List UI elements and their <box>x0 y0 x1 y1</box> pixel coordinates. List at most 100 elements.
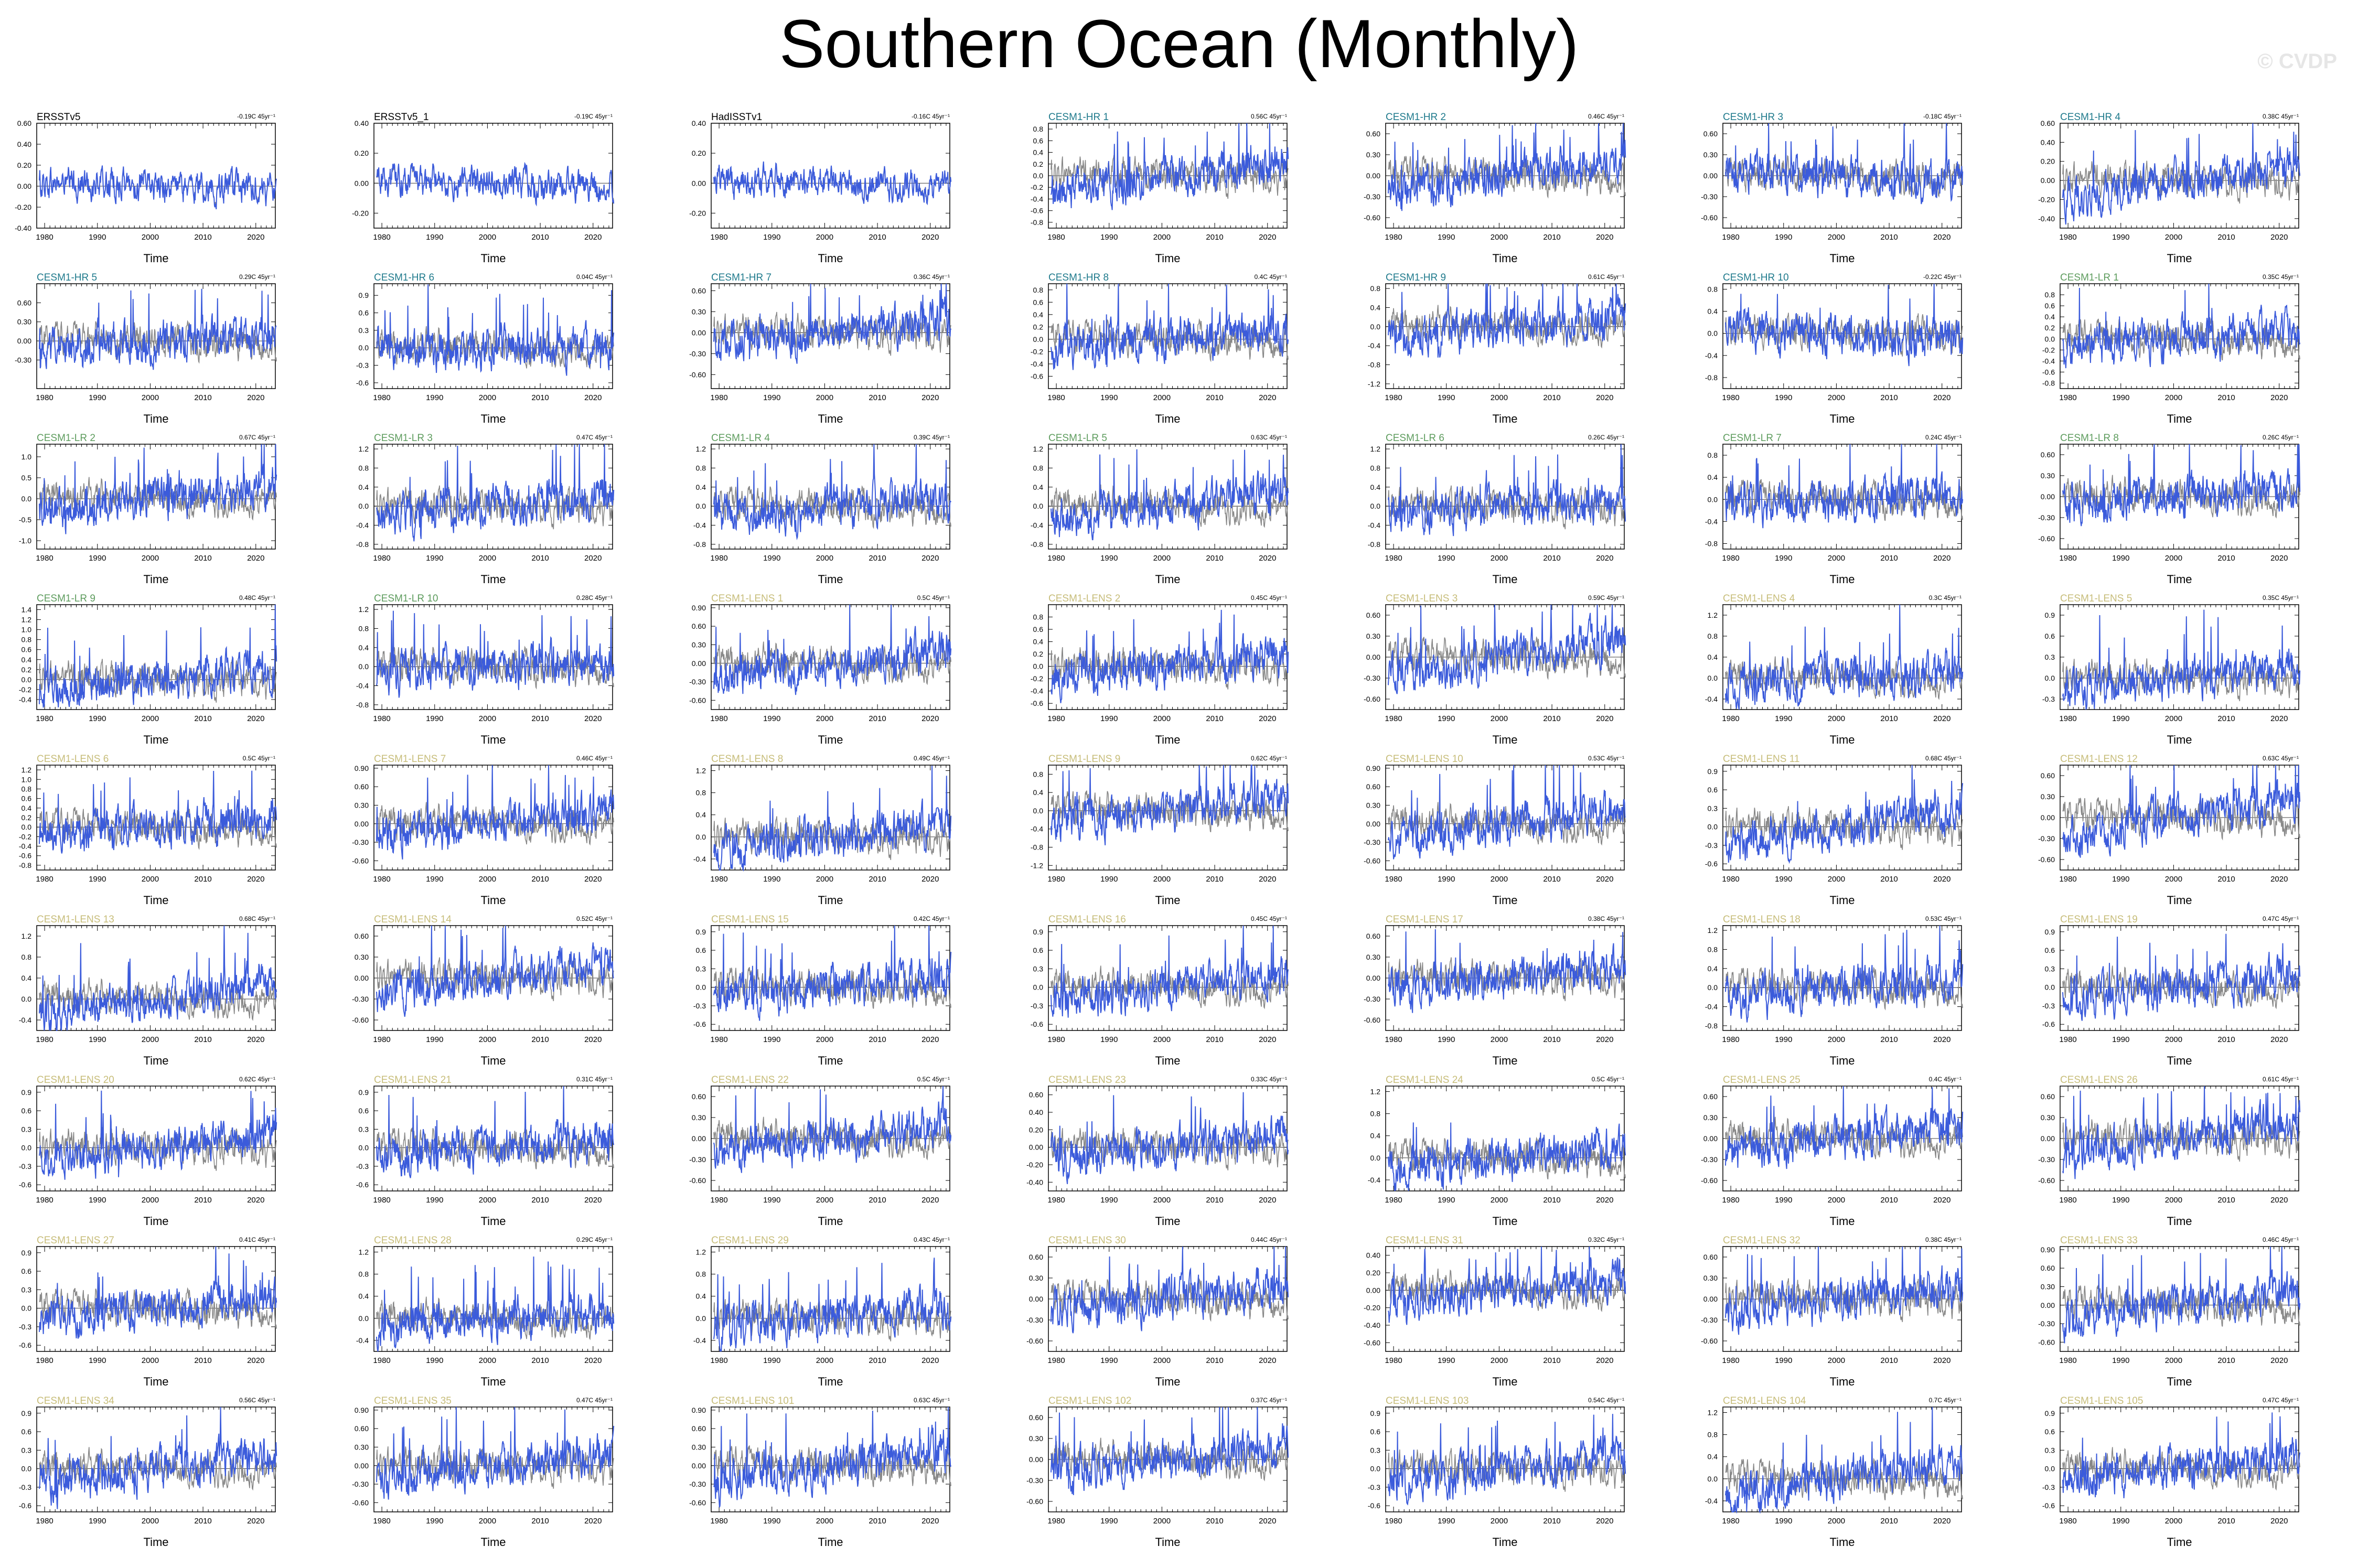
chart-panel: CESM1-HR 8 0.4C 45yr⁻¹ Time 0.8 0.6 0.4 0.2 0.0… <box>1012 263 1347 425</box>
panel-plot: 1.21.0 0.80.60.40.20.0-0.2-0.4-0.6-0.8 198… <box>19 765 277 884</box>
y-tick-label: 0.90 <box>355 764 369 772</box>
chart-panel: CESM1-LENS 11 0.68C 45yr⁻¹ Time 0.9 0.6 0.3 0.… <box>1686 744 2022 907</box>
obs-reference-line <box>713 966 951 1009</box>
y-tick-label: 0.40 <box>17 140 31 148</box>
y-tick-label: -0.6 <box>1031 699 1043 707</box>
panel-trend: 0.28C 45yr⁻¹ <box>576 594 613 602</box>
chart-panel: CESM1-LR 4 0.39C 45yr⁻¹ Time 1.2 0.8 0.4 0.0 -0… <box>674 423 1010 586</box>
x-tick-label: 2010 <box>1880 233 1898 242</box>
panel-title: CESM1-LR 2 <box>37 433 95 444</box>
y-tick-label: -0.4 <box>1705 351 1718 360</box>
series-line <box>1388 765 1626 860</box>
y-tick-label: 0.0 <box>696 983 706 992</box>
panel-title: CESM1-HR 6 <box>374 272 435 283</box>
series-line <box>1051 123 1289 210</box>
x-tick-label: 2000 <box>816 714 833 723</box>
y-tick-label: 0.8 <box>2045 291 2055 299</box>
series-line <box>376 162 615 207</box>
y-tick-label: 0.8 <box>1708 451 1718 459</box>
x-tick-label: 1990 <box>426 233 443 242</box>
panel-trend: 0.26C 45yr⁻¹ <box>2262 434 2299 441</box>
plot-frame <box>373 765 613 871</box>
panel-trend: -0.19C 45yr⁻¹ <box>574 113 613 120</box>
y-tick-label: 0.8 <box>1370 284 1381 293</box>
y-tick-label: 0.0 <box>1708 983 1718 992</box>
x-axis-label: Time <box>143 252 169 265</box>
x-tick-label: 1990 <box>426 1035 443 1044</box>
x-tick-label: 2020 <box>921 233 939 242</box>
series-line <box>39 770 277 854</box>
panel-plot: 0.8 0.4 0.0 -0.4 -0.8 1980 1990 2000 2010 2020 <box>1705 444 1964 563</box>
y-tick-label: -0.8 <box>693 540 706 549</box>
panel-trend: 0.52C 45yr⁻¹ <box>576 915 613 922</box>
x-tick-label: 1980 <box>373 554 390 563</box>
panel-trend: 0.46C 45yr⁻¹ <box>1588 113 1624 120</box>
x-tick-label: 1980 <box>1047 714 1065 723</box>
y-tick-label: 0.0 <box>2045 674 2055 682</box>
x-tick-label: 1980 <box>1385 554 1402 563</box>
x-tick-label: 2020 <box>584 714 602 723</box>
y-tick-label: 0.4 <box>1708 653 1718 661</box>
x-tick-label: 2020 <box>921 393 939 402</box>
panel-trend: 0.45C 45yr⁻¹ <box>1250 915 1287 922</box>
x-tick-label: 1990 <box>89 1035 106 1044</box>
y-tick-label: -0.2 <box>1031 183 1043 191</box>
y-tick-label: 0.0 <box>1708 823 1718 831</box>
x-tick-label: 2000 <box>1828 393 1845 402</box>
panel-trend: 0.46C 45yr⁻¹ <box>576 755 613 762</box>
series-line <box>1051 925 1289 1018</box>
y-tick-label: -0.8 <box>1031 218 1043 227</box>
panel-plot: 0.9 0.6 0.3 0.0 -0.3 -0.6 1980 1990 2000 2010 2020 <box>356 283 615 402</box>
y-tick-label: -0.6 <box>1031 207 1043 215</box>
plot-frame <box>1385 765 1625 871</box>
y-tick-label: -0.6 <box>2042 368 2055 376</box>
x-tick-label: 2000 <box>142 1035 159 1044</box>
x-tick-label: 2020 <box>2270 554 2288 563</box>
x-tick-label: 2010 <box>1880 875 1898 884</box>
panel-title: CESM1-HR 1 <box>1048 112 1109 123</box>
x-tick-label: 2020 <box>247 714 264 723</box>
y-tick-label: -0.30 <box>689 678 706 686</box>
plot-frame <box>373 283 613 389</box>
x-tick-label: 2000 <box>1491 875 1508 884</box>
panel-plot: 1.4 1.2 1.0 0.8 0.6 0.40.20.0-0.2-0.4 1980 1990… <box>19 604 277 723</box>
y-tick-label: 0.3 <box>359 326 369 335</box>
plot-frame <box>36 123 276 229</box>
panel-title: CESM1-HR 3 <box>1723 112 1784 123</box>
y-tick-label: -0.4 <box>1368 341 1380 350</box>
chart-panel: CESM1-LR 1 0.35C 45yr⁻¹ Time 0.8 0.6 0.4 0.2 0.… <box>2023 263 2358 425</box>
x-tick-label: 1990 <box>89 714 106 723</box>
y-tick-label: 1.2 <box>1708 611 1718 619</box>
x-tick-label: 1990 <box>1438 875 1455 884</box>
x-tick-label: 1980 <box>1722 714 1739 723</box>
y-tick-label: 1.2 <box>696 445 706 453</box>
x-tick-label: 2010 <box>1206 393 1223 402</box>
y-tick-label: 1.2 <box>359 605 369 614</box>
chart-panel: CESM1-LR 8 0.26C 45yr⁻¹ Time 0.60 0.30 0.00 -0… <box>2023 423 2358 586</box>
chart-panel: CESM1-LENS 14 0.52C 45yr⁻¹ Time 0.60 0.30 0.0… <box>337 905 673 1067</box>
x-tick-label: 2020 <box>247 554 264 563</box>
x-tick-label: 2020 <box>921 875 939 884</box>
series-line <box>1051 283 1289 370</box>
x-tick-label: 1980 <box>2059 714 2076 723</box>
y-tick-label: 0.30 <box>1366 953 1380 961</box>
panel-plot: 0.60 0.40 0.20 0.00 -0.20 -0.40 1980 1990 2000 20… <box>15 119 277 242</box>
y-tick-label: -0.4 <box>19 695 31 704</box>
plot-frame <box>373 604 613 710</box>
chart-panel: CESM1-LR 3 0.47C 45yr⁻¹ Time 1.2 0.8 0.4 0.0 -0… <box>337 423 673 586</box>
panel-trend: 0.56C 45yr⁻¹ <box>1250 113 1287 120</box>
panel-trend: 0.38C 45yr⁻¹ <box>1588 915 1624 922</box>
panel-trend: 0.53C 45yr⁻¹ <box>1588 755 1624 762</box>
x-tick-label: 2020 <box>1596 393 1613 402</box>
chart-panel: CESM1-LR 5 0.63C 45yr⁻¹ Time 1.2 0.8 0.4 0.0 -0… <box>1012 423 1347 586</box>
x-tick-label: 2020 <box>1933 1035 1950 1044</box>
series-line <box>713 283 952 364</box>
panel-title: CESM1-LENS 7 <box>374 754 446 765</box>
y-tick-label: 0.60 <box>17 298 31 307</box>
x-tick-label: 2020 <box>247 1035 264 1044</box>
chart-panel: CESM1-HR 6 0.04C 45yr⁻¹ Time 0.9 0.6 0.3 0.0 -0… <box>337 263 673 425</box>
series-line <box>1388 123 1626 211</box>
y-tick-label: 0.0 <box>2045 983 2055 992</box>
y-tick-label: -0.20 <box>2038 195 2055 203</box>
chart-panel: CESM1-LENS 9 0.62C 45yr⁻¹ Time 0.8 0.4 0.0 -0.… <box>1012 744 1347 907</box>
